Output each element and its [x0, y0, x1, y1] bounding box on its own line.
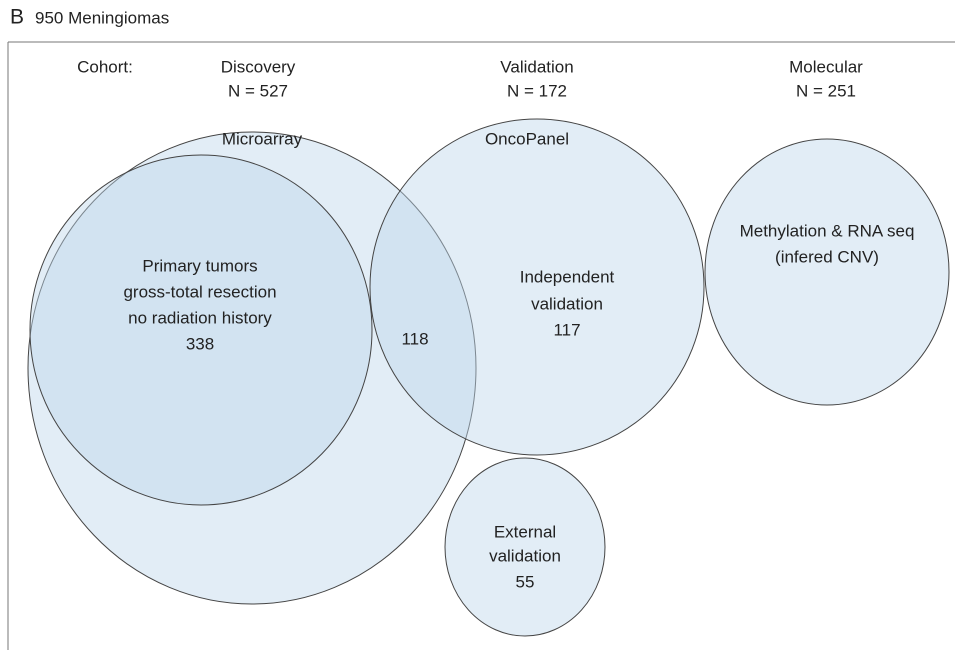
set-text: Methylation & RNA seq — [740, 221, 915, 240]
cohort-n: N = 251 — [796, 81, 856, 100]
set-text: validation — [531, 294, 603, 313]
set-text: gross-total resection — [123, 282, 276, 301]
set-text: (infered CNV) — [775, 247, 879, 266]
cohort-name: Discovery — [221, 57, 296, 76]
set-count: 118 — [401, 329, 428, 348]
cohort-n: N = 172 — [507, 81, 567, 100]
set-text: no radiation history — [128, 308, 272, 327]
panel-title: 950 Meningiomas — [35, 8, 169, 27]
external-circle — [444, 457, 606, 637]
panel-letter: B — [10, 6, 24, 29]
set-text: Primary tumors — [142, 256, 257, 275]
cohort-n: N = 527 — [228, 81, 288, 100]
cohort-label: Cohort: — [77, 57, 133, 76]
microarray-circle — [27, 131, 477, 605]
set-label: Microarray — [222, 129, 303, 148]
set-count: 338 — [186, 334, 214, 353]
set-label: OncoPanel — [485, 129, 569, 148]
set-count: 55 — [516, 572, 535, 591]
set-text: validation — [489, 546, 561, 565]
set-text: External — [494, 522, 556, 541]
molecular-circle — [704, 138, 950, 406]
oncopanel-circle — [369, 118, 705, 456]
cohort-name: Molecular — [789, 57, 863, 76]
primary-circle — [29, 154, 373, 506]
set-text: Independent — [520, 267, 615, 286]
set-count: 117 — [553, 320, 580, 339]
cohort-name: Validation — [500, 57, 573, 76]
